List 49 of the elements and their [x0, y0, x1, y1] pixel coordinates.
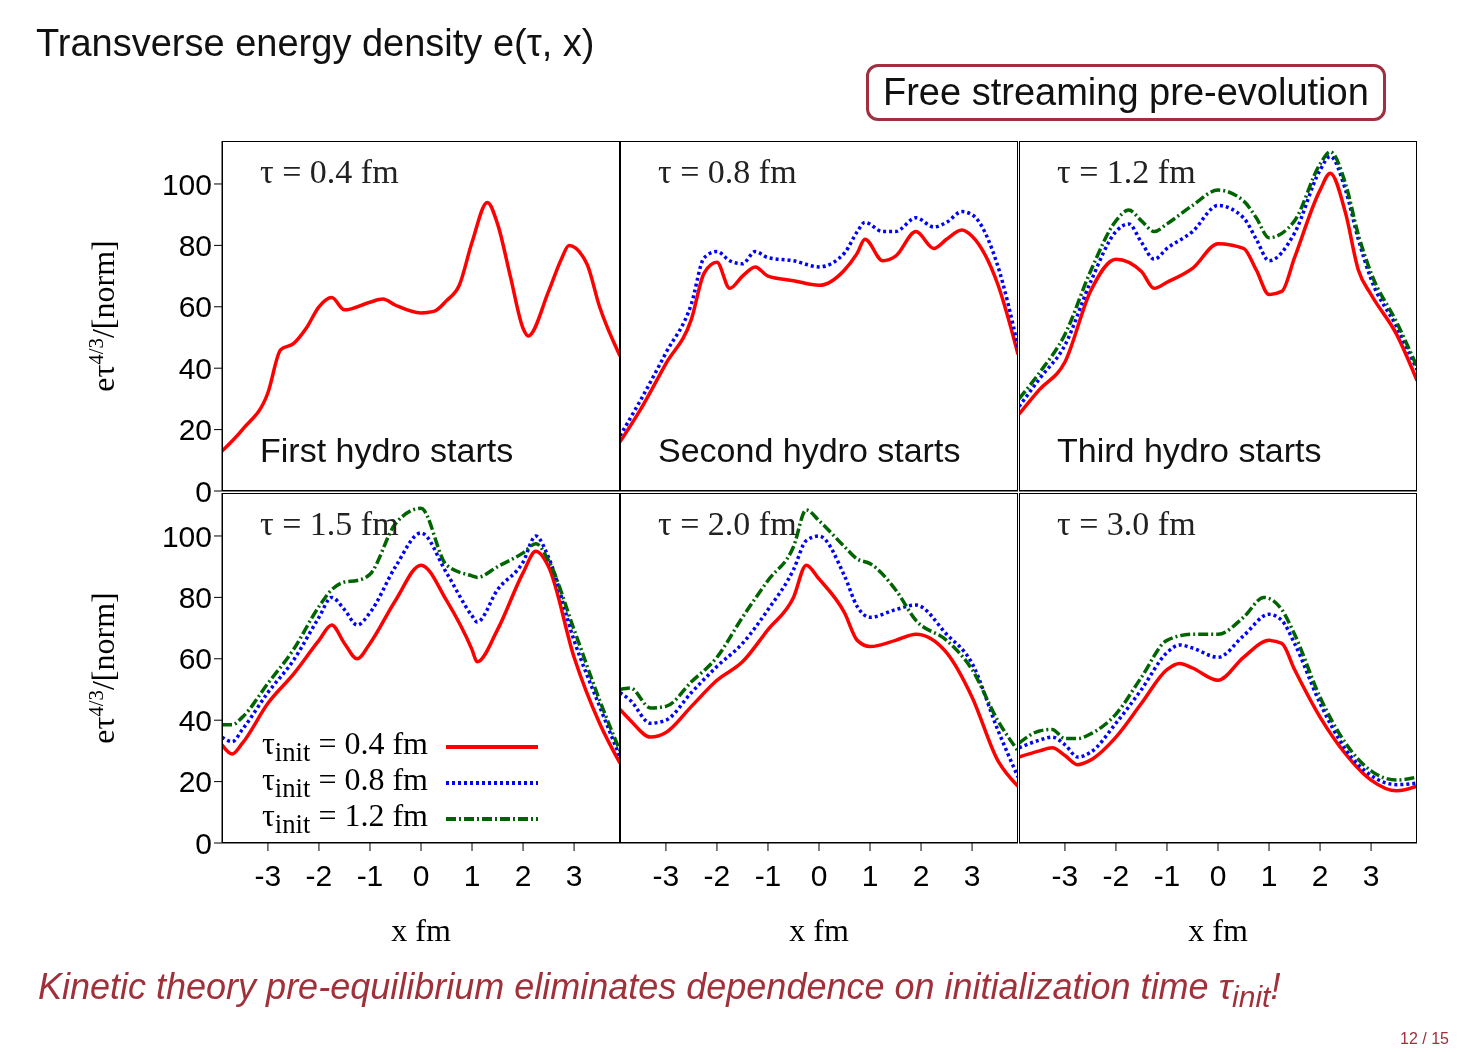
- x-tick-label: 1: [463, 859, 481, 893]
- y-tick-label: 100: [161, 519, 212, 553]
- x-tick-label: 3: [1362, 859, 1380, 893]
- x-tick-label: 2: [1311, 859, 1329, 893]
- x-tick-label: 1: [1260, 859, 1278, 893]
- chart-subtitle: τ = 3.0 fm: [1057, 505, 1196, 543]
- x-tick-label: -2: [703, 859, 731, 893]
- x-tick-label: 0: [810, 859, 828, 893]
- chart-subtitle: τ = 0.8 fm: [658, 153, 797, 191]
- chart-subtitle: τ = 0.4 fm: [260, 153, 399, 191]
- y-tick-label: 20: [178, 765, 212, 799]
- x-tick-label: -1: [754, 859, 782, 893]
- x-tick-label: 2: [912, 859, 930, 893]
- x-tick-label: 0: [412, 859, 430, 893]
- x-tick-label: 0: [1209, 859, 1227, 893]
- annotation: First hydro starts: [260, 431, 514, 470]
- y-tick-label: 40: [178, 351, 212, 385]
- chart-subtitle: τ = 1.2 fm: [1057, 153, 1196, 191]
- y-tick-label: 0: [195, 826, 212, 860]
- text: Free streaming pre-evolution: [866, 64, 1386, 121]
- x-tick-label: 1: [861, 859, 879, 893]
- chart-subtitle: τ = 2.0 fm: [658, 505, 797, 543]
- x-axis-title: x fm: [789, 912, 849, 948]
- text: 12 / 15: [1400, 1030, 1449, 1048]
- y-tick-label: 0: [195, 474, 212, 508]
- x-tick-label: 2: [514, 859, 532, 893]
- x-tick-label: 3: [963, 859, 981, 893]
- y-tick-label: 100: [161, 167, 212, 201]
- x-tick-label: -1: [1153, 859, 1181, 893]
- x-tick-label: -3: [1051, 859, 1079, 893]
- y-tick-label: 80: [178, 581, 212, 615]
- x-tick-label: -2: [305, 859, 333, 893]
- x-axis-title: x fm: [1188, 912, 1248, 948]
- y-tick-label: 60: [178, 642, 212, 676]
- chart-subtitle: τ = 1.5 fm: [260, 505, 399, 543]
- x-tick-label: -1: [356, 859, 384, 893]
- y-tick-label: 40: [178, 703, 212, 737]
- annotation: Third hydro starts: [1057, 431, 1322, 470]
- x-tick-label: -3: [652, 859, 680, 893]
- x-tick-label: 3: [565, 859, 583, 893]
- x-tick-label: -3: [254, 859, 282, 893]
- x-tick-label: -2: [1102, 859, 1130, 893]
- x-axis-title: x fm: [391, 912, 451, 948]
- chart-title: Transverse energy density e(τ, x): [36, 22, 595, 65]
- y-tick-label: 20: [178, 413, 212, 447]
- annotation: Second hydro starts: [658, 431, 961, 470]
- y-tick-label: 80: [178, 229, 212, 263]
- text: Kinetic theory pre-equilibrium eliminates dependence on initialization time τ$_{init}$!: [38, 966, 1281, 1015]
- y-tick-label: 60: [178, 290, 212, 324]
